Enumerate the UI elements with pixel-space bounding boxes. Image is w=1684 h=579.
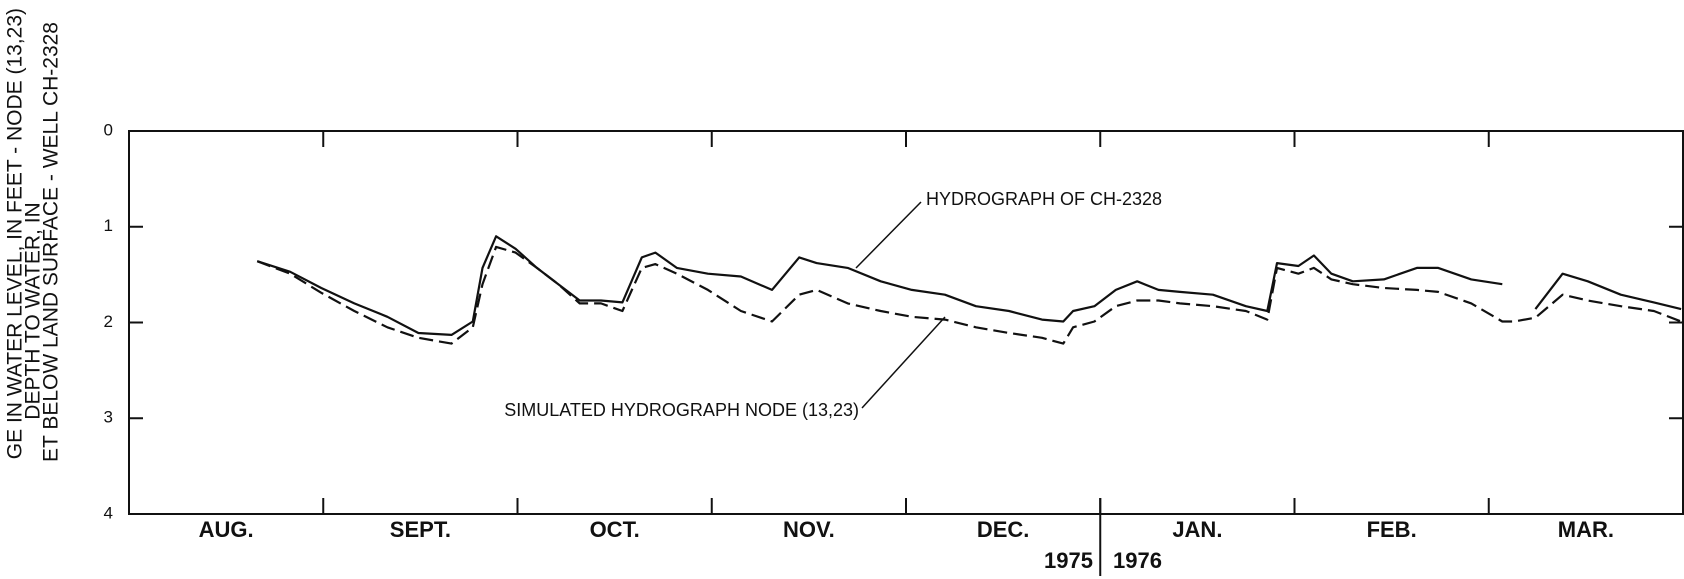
y-tick-label: 1 bbox=[104, 216, 113, 235]
y-tick-label: 0 bbox=[104, 120, 113, 139]
y-axis-label: GE IN WATER LEVEL, IN FEET - NODE (13,23… bbox=[4, 8, 27, 459]
x-tick-label: AUG. bbox=[199, 517, 254, 542]
x-tick-label: DEC. bbox=[977, 517, 1030, 542]
series-line bbox=[256, 235, 1682, 336]
x-tick-label: JAN. bbox=[1172, 517, 1222, 542]
y-tick-label: 2 bbox=[104, 312, 113, 331]
y-axis-label: ET BELOW LAND SURFACE - WELL CH-2328 bbox=[40, 22, 63, 462]
x-tick-label: SEPT. bbox=[390, 517, 451, 542]
y-tick-label: 4 bbox=[104, 503, 113, 522]
leader-line bbox=[855, 201, 922, 269]
annotation: HYDROGRAPH OF CH-2328 bbox=[926, 189, 1162, 209]
x-tick-label: FEB. bbox=[1367, 517, 1417, 542]
year-label: 1976 bbox=[1113, 548, 1162, 573]
y-tick-label: 3 bbox=[104, 408, 113, 427]
x-tick-label: MAR. bbox=[1558, 517, 1614, 542]
x-tick-label: NOV. bbox=[783, 517, 835, 542]
plot-frame bbox=[128, 130, 1684, 515]
leader-line bbox=[861, 316, 946, 409]
x-tick-label: OCT. bbox=[590, 517, 640, 542]
year-label: 1975 bbox=[1044, 548, 1093, 573]
y-axis-label: DEPTH TO WATER, IN bbox=[22, 202, 45, 419]
annotation: SIMULATED HYDROGRAPH NODE (13,23) bbox=[504, 400, 859, 420]
series-line bbox=[256, 245, 1682, 345]
